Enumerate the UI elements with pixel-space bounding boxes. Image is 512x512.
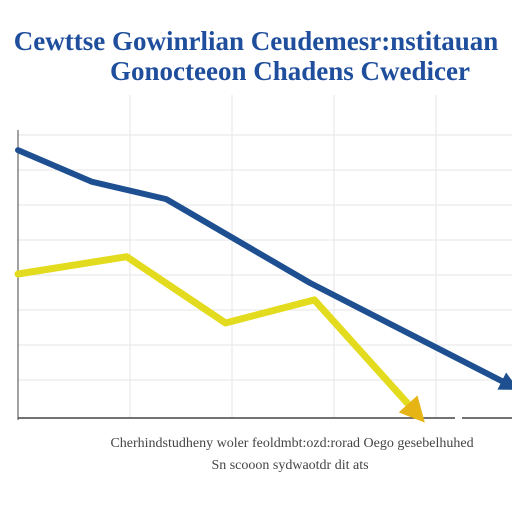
series-line-2 (14, 253, 425, 423)
chart-caption-line-2: Sn scooon sydwaotdr dit ats (211, 458, 368, 473)
series-line-1 (15, 147, 512, 390)
chart-title-line-2: Gonocteeon Chadens Cwedicer (110, 56, 470, 86)
grid (18, 95, 512, 418)
chart-caption-line-1: Cherhindstudheny woler feoldmbt:ozd:rora… (110, 436, 473, 451)
series-layer (14, 147, 512, 423)
chart-title-line-1: Cewttse Gowinrlian Ceudemesr:nstitauan (14, 26, 498, 56)
